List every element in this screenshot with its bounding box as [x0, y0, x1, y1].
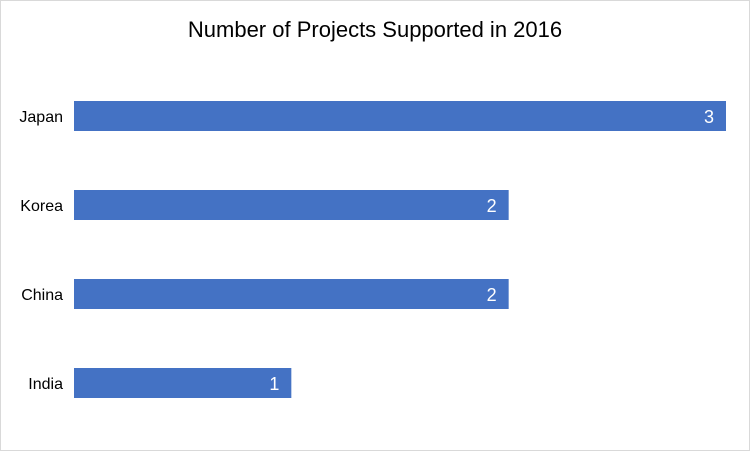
data-label-japan: 3: [704, 107, 714, 127]
category-label-korea: Korea: [20, 198, 63, 215]
data-label-india: 1: [269, 374, 279, 394]
category-label-japan: Japan: [19, 109, 63, 126]
bar-japan: [74, 101, 726, 131]
bar-korea: [74, 190, 509, 220]
category-label-china: China: [21, 287, 63, 304]
data-label-china: 2: [487, 285, 497, 305]
bar-india: [74, 368, 292, 398]
chart-title: Number of Projects Supported in 2016: [187, 17, 563, 42]
data-label-korea: 2: [487, 196, 497, 216]
category-label-india: India: [28, 376, 63, 393]
bar-china: [74, 279, 509, 309]
